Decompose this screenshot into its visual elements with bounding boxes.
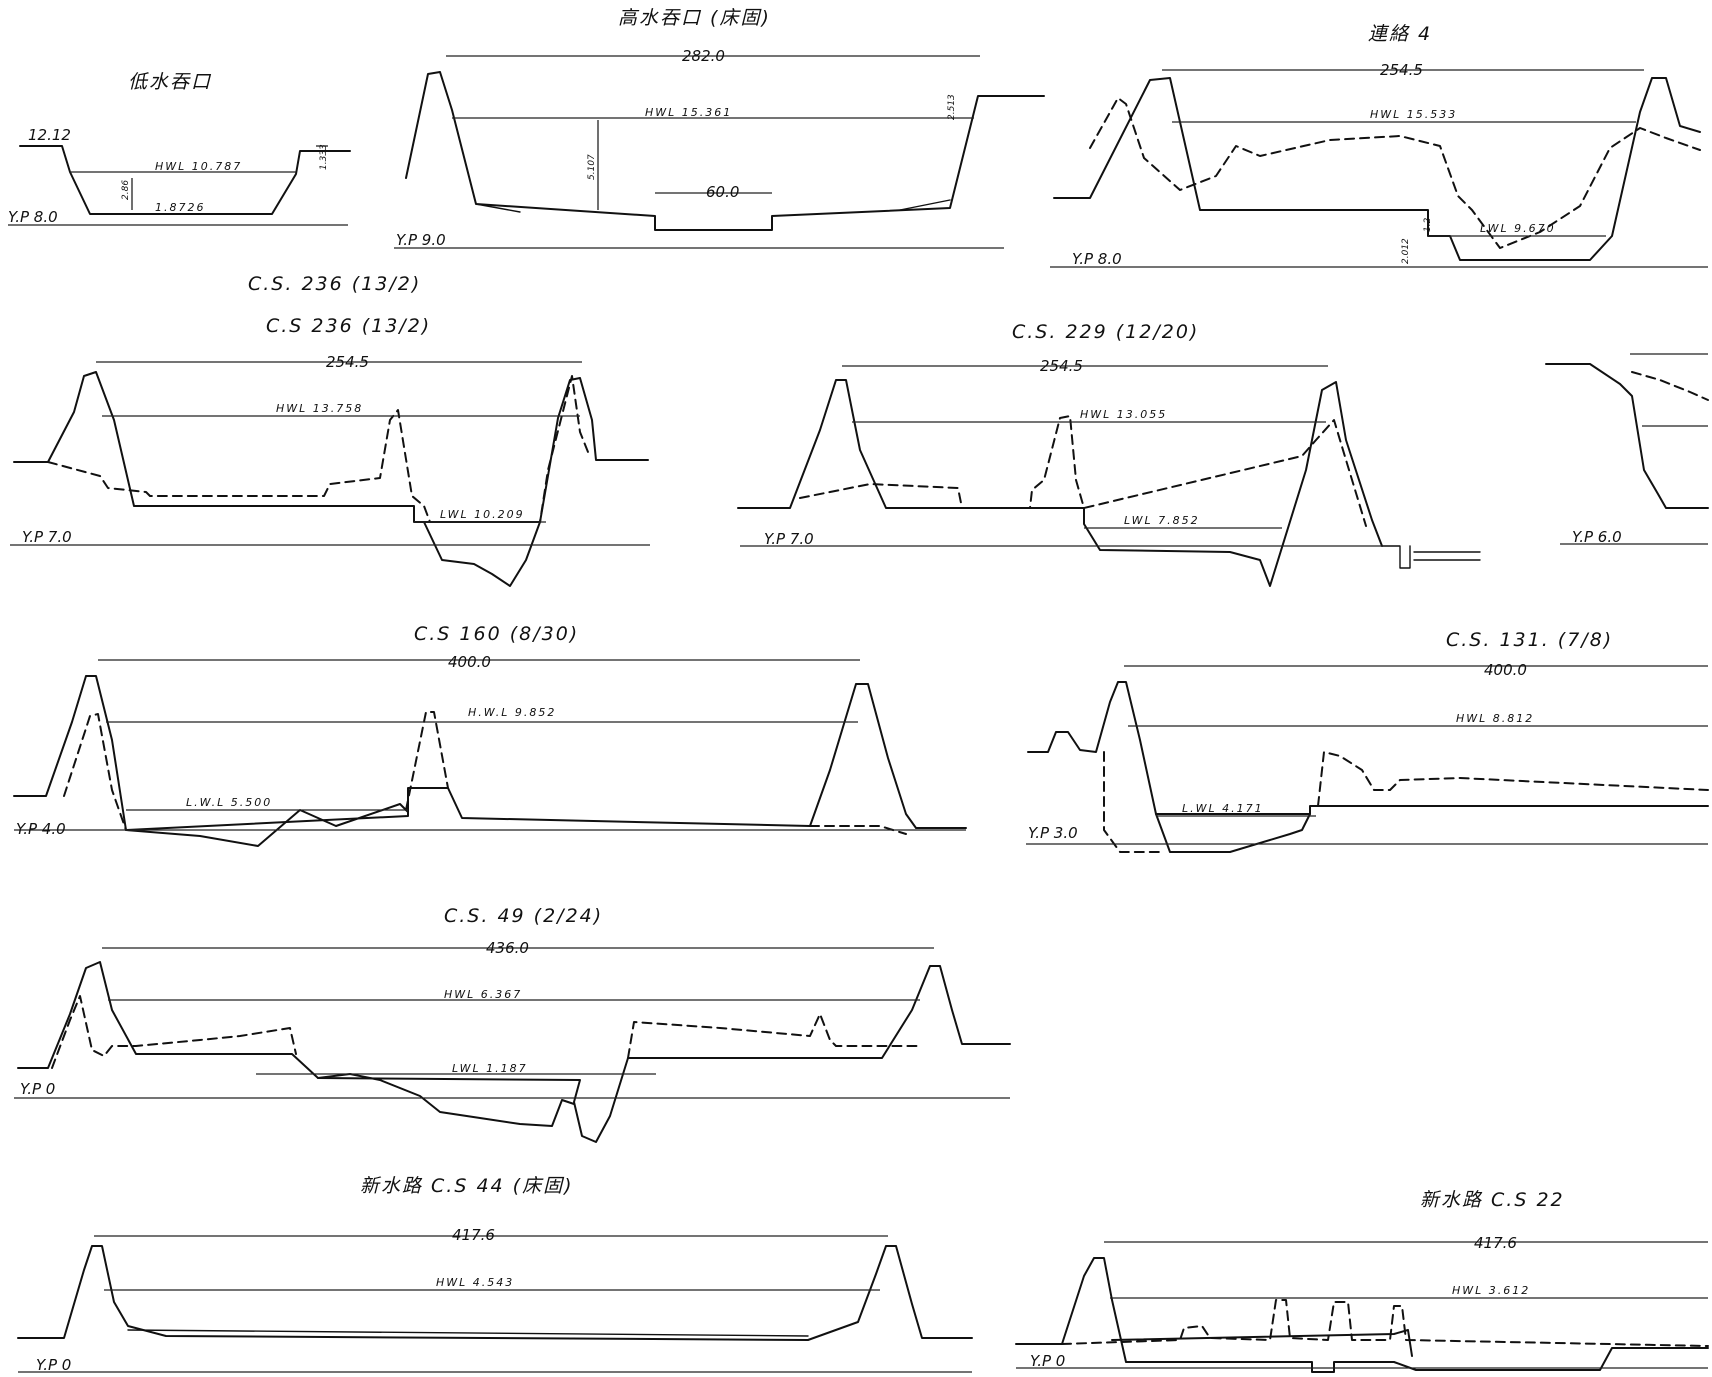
section-8-hwl-label: HWL 8.812	[1456, 712, 1534, 725]
section-8: C.S. 131. (7/8) 400.0 HWL 8.812 L.WL 4.1…	[1026, 629, 1709, 853]
section-1-freeboard-label: 1.333	[319, 144, 329, 170]
section-2: 高水吞口 (床固) 282.0 HWL 15.361 60.0 Y.P 9.0 …	[394, 7, 1045, 249]
section-4-datum-label: Y.P 7.0	[22, 528, 72, 546]
section-8-lwl-label: L.WL 4.171	[1182, 802, 1264, 815]
section-8-old-profile	[1103, 751, 1709, 853]
section-8-profile	[1027, 681, 1709, 815]
section-9-profile	[17, 961, 1011, 1143]
section-10-title: 新水路 C.S 44 (床固)	[360, 1175, 574, 1197]
section-10-bed-line	[127, 1329, 809, 1337]
section-5-old-profile	[799, 415, 1367, 527]
section-8-width-label: 400.0	[1484, 661, 1527, 679]
section-5-hwl-label: HWL 13.055	[1080, 408, 1167, 421]
section-4-hwl-label: HWL 13.758	[276, 402, 363, 415]
section-11-hwl-label: HWL 3.612	[1452, 1284, 1530, 1297]
section-5-lwl-label: LWL 7.852	[1124, 514, 1200, 527]
section-5-width-label: 254.5	[1040, 357, 1083, 375]
section-1-datum-label: Y.P 8.0	[8, 208, 58, 226]
section-6-profile	[1545, 363, 1709, 509]
section-8-datum-label: Y.P 3.0	[1028, 824, 1078, 842]
section-10-hwl-label: HWL 4.543	[436, 1276, 514, 1289]
section-2-title: 高水吞口 (床固)	[618, 7, 771, 29]
section-5-title: C.S. 229 (12/20)	[1012, 321, 1199, 343]
section-5-datum-label: Y.P 7.0	[764, 530, 814, 548]
section-6: Y.P 6.0	[1545, 353, 1709, 546]
section-1-hwl-label: HWL 10.787	[155, 160, 242, 173]
section-3-title: 連絡 4	[1368, 23, 1432, 45]
section-3: 連絡 4 254.5 HWL 15.533 LWL 9.670 Y.P 8.0 …	[1050, 23, 1708, 268]
section-9-width-label: 436.0	[486, 939, 529, 957]
section-7-lwl-label: L.W.L 5.500	[186, 796, 272, 809]
section-5: C.S. 229 (12/20) 254.5 HWL 13.055 LWL 7.…	[737, 321, 1481, 587]
section-9: C.S. 49 (2/24) 436.0 HWL 6.367 LWL 1.187…	[14, 905, 1011, 1143]
section-11-datum-label: Y.P 0	[1030, 1352, 1065, 1370]
section-3-old-profile	[1089, 97, 1701, 249]
section-9-hwl-label: HWL 6.367	[444, 988, 522, 1001]
section-10-datum-label: Y.P 0	[36, 1356, 71, 1374]
section-9-title: C.S. 49 (2/24)	[444, 905, 603, 927]
section-5-outlet	[1381, 545, 1481, 569]
section-8-title: C.S. 131. (7/8)	[1446, 629, 1613, 651]
section-3-lwl-label: LWL 9.670	[1480, 222, 1556, 235]
section-9-old-profile	[51, 995, 919, 1069]
section-4-title: C.S 236 (13/2)	[266, 315, 431, 337]
section-8-riverbed	[1155, 813, 1311, 853]
section-11-title: 新水路 C.S 22	[1420, 1189, 1565, 1211]
section-2-bed-hatch	[475, 199, 951, 213]
section-2-inner-width-label: 60.0	[706, 183, 739, 201]
section-3-depth-b-label: 2.012	[1401, 238, 1411, 264]
section-2-freeboard-label: 2.513	[947, 94, 957, 120]
section-7-profile	[13, 675, 967, 831]
section-1-profile	[19, 145, 351, 215]
section-2-depth-label: 5.107	[587, 154, 597, 180]
section-5-profile	[737, 379, 1383, 587]
section-7-old-profile	[63, 711, 907, 835]
section-11-width-label: 417.6	[1474, 1234, 1517, 1252]
section-4-riverbed	[423, 521, 541, 587]
section-4: C.S. 236 (13/2) C.S 236 (13/2) 254.5 HWL…	[10, 273, 650, 587]
section-2-hwl-label: HWL 15.361	[645, 106, 732, 119]
section-9-datum-label: Y.P 0	[20, 1080, 55, 1098]
section-7: C.S 160 (8/30) 400.0 H.W.L 9.852 L.W.L 5…	[13, 623, 967, 847]
section-4-width-label: 254.5	[326, 353, 369, 371]
section-4-old-profile	[47, 375, 589, 523]
section-7-hwl-label: H.W.L 9.852	[468, 706, 556, 719]
section-1: 低水吞口 12.12 HWL 10.787 1.8726 Y.P 8.0 2.8…	[8, 71, 351, 226]
section-7-width-label: 400.0	[448, 653, 491, 671]
section-2-profile	[405, 71, 1045, 231]
section-11: 新水路 C.S 22 417.6 HWL 3.612 Y.P 0	[1015, 1189, 1709, 1373]
section-1-depth-label: 2.86	[121, 180, 131, 200]
section-3-datum-label: Y.P 8.0	[1072, 250, 1122, 268]
section-4-profile	[13, 371, 649, 523]
section-1-bed-label: 1.8726	[155, 201, 206, 214]
section-2-datum-label: Y.P 9.0	[396, 231, 446, 249]
section-4-upper-title: C.S. 236 (13/2)	[248, 273, 421, 295]
section-10-profile	[17, 1245, 973, 1341]
section-9-lwl-label: LWL 1.187	[452, 1062, 528, 1075]
section-1-bank-label: 12.12	[28, 126, 71, 144]
section-4-lwl-label: LWL 10.209	[440, 508, 525, 521]
section-6-datum-label: Y.P 6.0	[1572, 528, 1622, 546]
section-3-profile	[1053, 77, 1701, 261]
section-10: 新水路 C.S 44 (床固) 417.6 HWL 4.543 Y.P 0	[17, 1175, 973, 1374]
section-11-bank-line	[1111, 1329, 1413, 1357]
section-2-width-label: 282.0	[682, 47, 725, 65]
section-3-hwl-label: HWL 15.533	[1370, 108, 1457, 121]
section-3-depth-a-label: 1.2	[1423, 217, 1433, 232]
section-1-title: 低水吞口	[128, 71, 212, 93]
section-3-width-label: 254.5	[1380, 61, 1423, 79]
section-7-title: C.S 160 (8/30)	[414, 623, 579, 645]
section-7-datum-label: Y.P 4.0	[16, 820, 66, 838]
section-6-old-profile	[1631, 371, 1709, 401]
section-11-profile	[1015, 1257, 1709, 1373]
section-9-riverbed	[317, 1073, 575, 1127]
section-11-old-profile	[1061, 1299, 1709, 1347]
section-10-width-label: 417.6	[452, 1226, 495, 1244]
